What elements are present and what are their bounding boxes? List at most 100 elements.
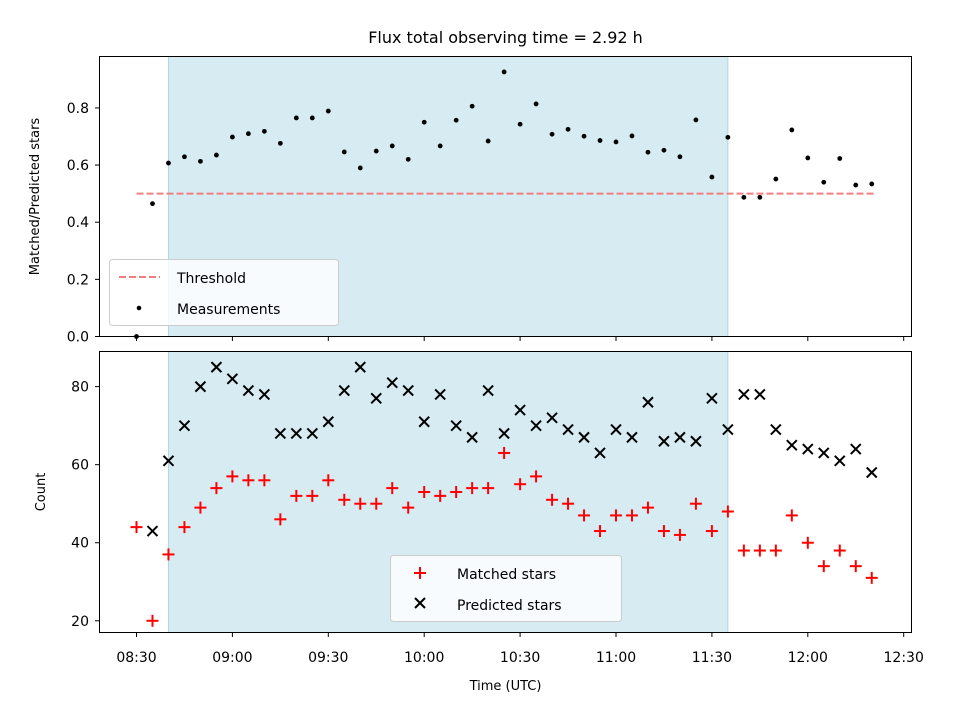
matched-star-point bbox=[322, 474, 335, 487]
predicted-star-point bbox=[690, 435, 702, 447]
count-y-tick-label: 80 bbox=[71, 380, 89, 396]
predicted-star-point bbox=[770, 423, 782, 436]
matched-star-point bbox=[274, 513, 287, 526]
matched-star-point bbox=[769, 544, 782, 557]
measurement-point bbox=[565, 126, 571, 132]
matched-star-point bbox=[865, 571, 878, 584]
predicted-star-point bbox=[562, 423, 574, 436]
matched-star-point bbox=[673, 528, 686, 541]
count-x-tick-label: 12:00 bbox=[788, 650, 828, 666]
measurement-point bbox=[357, 165, 363, 171]
matched-star-point bbox=[657, 525, 670, 538]
predicted-star-point bbox=[818, 447, 830, 459]
ratio-y-tick-label: 0.2 bbox=[67, 272, 89, 288]
count-x-tick-label: 12:30 bbox=[884, 650, 924, 666]
predicted-star-point bbox=[354, 361, 366, 373]
predicted-star-point bbox=[226, 373, 239, 385]
matched-star-point bbox=[833, 544, 846, 557]
ratio-y-axis-label: Matched/Predicted stars bbox=[28, 118, 43, 276]
measurement-point bbox=[485, 138, 491, 144]
matched-star-point bbox=[130, 521, 143, 534]
matched-star-point bbox=[562, 497, 575, 510]
matched-star-point bbox=[641, 501, 654, 514]
measurement-point bbox=[773, 176, 779, 182]
predicted-star-point bbox=[146, 525, 159, 537]
count-legend: Matched stars Predicted stars bbox=[390, 555, 622, 622]
legend-measurement-swatch bbox=[136, 305, 142, 311]
matched-star-point bbox=[290, 489, 303, 502]
matched-star-point bbox=[162, 548, 175, 561]
measurement-point bbox=[182, 154, 187, 160]
count-y-axis-label: Count bbox=[34, 473, 49, 512]
measurement-point bbox=[629, 133, 635, 139]
measurement-point bbox=[805, 155, 811, 161]
matched-star-point bbox=[753, 544, 766, 557]
predicted-star-point bbox=[578, 431, 590, 444]
matched-star-point bbox=[721, 505, 734, 518]
measurement-point bbox=[405, 156, 411, 162]
ratio-y-tick-label: 0.8 bbox=[67, 101, 89, 117]
predicted-star-point bbox=[450, 419, 462, 432]
ratio-legend-box bbox=[109, 259, 339, 326]
legend-matched-swatch bbox=[414, 567, 426, 579]
predicted-star-point bbox=[402, 384, 414, 397]
legend-predicted-swatch bbox=[414, 597, 426, 609]
matched-star-point bbox=[466, 482, 479, 495]
matched-star-point bbox=[258, 474, 271, 487]
measurement-point bbox=[709, 174, 715, 180]
predicted-star-point bbox=[242, 384, 255, 397]
predicted-star-point bbox=[626, 431, 638, 444]
predicted-star-point bbox=[786, 439, 798, 451]
measurement-point bbox=[150, 201, 155, 207]
matched-star-point bbox=[610, 509, 622, 522]
matched-star-point bbox=[801, 536, 814, 549]
count-x-tick-label: 11:30 bbox=[692, 650, 732, 666]
matched-star-point bbox=[450, 486, 463, 498]
matched-star-point bbox=[514, 478, 527, 491]
predicted-star-point bbox=[306, 427, 319, 440]
measurement-point bbox=[230, 134, 235, 140]
predicted-star-point bbox=[530, 419, 542, 432]
count-x-tick-label: 09:00 bbox=[212, 650, 252, 666]
matched-star-point bbox=[578, 509, 591, 522]
matched-star-point bbox=[546, 493, 559, 506]
count-axes-frame bbox=[99, 351, 912, 633]
predicted-star-point bbox=[658, 435, 670, 447]
predicted-star-point bbox=[370, 392, 382, 405]
predicted-star-point bbox=[706, 392, 718, 405]
legend-matched-label: Matched stars bbox=[457, 567, 556, 583]
matched-star-point bbox=[242, 474, 255, 487]
count-panel: 20 40 60 80 08:30 09:00 09:30 10:00 10:30 11:00 1… bbox=[34, 351, 924, 694]
predicted-star-point bbox=[418, 416, 430, 428]
predicted-star-point bbox=[610, 423, 622, 436]
matched-star-point bbox=[625, 509, 638, 522]
matched-star-point bbox=[194, 501, 207, 514]
count-x-axis-label: Time (UTC) bbox=[469, 679, 542, 694]
ratio-axes-frame bbox=[99, 56, 912, 337]
count-x-tick-label: 09:30 bbox=[308, 650, 348, 666]
matched-star-point bbox=[402, 501, 415, 514]
measurement-point bbox=[373, 148, 379, 154]
measurement-point bbox=[677, 154, 683, 160]
measurement-point bbox=[517, 121, 523, 127]
predicted-star-point bbox=[850, 443, 862, 455]
legend-predicted-label: Predicted stars bbox=[457, 598, 562, 614]
count-y-tick-label: 20 bbox=[71, 614, 89, 630]
predicted-star-point bbox=[594, 447, 606, 459]
measurement-point bbox=[214, 152, 219, 158]
measurement-point bbox=[469, 103, 475, 109]
measurement-point bbox=[166, 160, 171, 166]
measurement-point bbox=[869, 181, 875, 187]
predicted-star-point bbox=[754, 388, 766, 401]
matched-star-point bbox=[594, 525, 607, 538]
predicted-star-point bbox=[546, 412, 558, 424]
predicted-star-point bbox=[274, 427, 287, 440]
predicted-star-point bbox=[498, 427, 510, 440]
ratio-y-tick-label: 0.6 bbox=[67, 158, 89, 174]
ratio-x-ticks bbox=[136, 336, 905, 341]
measurement-point bbox=[421, 119, 427, 125]
measurement-point bbox=[693, 117, 699, 123]
count-x-tick-label: 08:30 bbox=[116, 650, 156, 666]
legend-measurement-label: Measurements bbox=[177, 302, 280, 318]
legend-threshold-label: Threshold bbox=[176, 271, 246, 287]
